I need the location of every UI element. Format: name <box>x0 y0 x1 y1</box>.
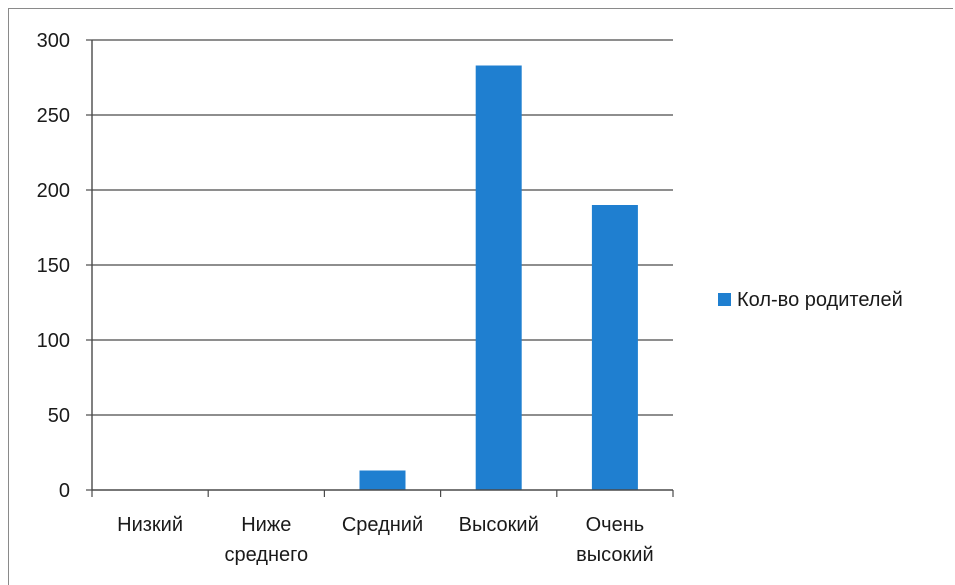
x-tick-label: Высокий <box>459 514 539 536</box>
legend: Кол-во родителей <box>718 289 903 311</box>
y-tick-label: 50 <box>48 405 70 427</box>
y-tick-label: 100 <box>37 330 70 352</box>
x-tick-label: Средний <box>342 514 423 536</box>
bars <box>359 65 638 490</box>
bar <box>591 205 638 490</box>
y-tick-label: 0 <box>59 480 70 502</box>
x-tick-label: Очень <box>586 514 645 536</box>
bar <box>359 470 406 490</box>
x-tick-label: среднего <box>224 544 308 566</box>
x-tick-label: Ниже <box>241 514 291 536</box>
y-tick-label: 300 <box>37 30 70 52</box>
y-tick-label: 150 <box>37 255 70 277</box>
x-tick-label: Низкий <box>117 514 183 536</box>
y-tick-labels: 0 50 100 150 200 250 300 <box>37 30 70 502</box>
legend-label: Кол-во родителей <box>737 289 903 311</box>
axes <box>86 39 674 497</box>
y-tick-label: 250 <box>37 105 70 127</box>
bar <box>475 65 522 490</box>
y-tick-label: 200 <box>37 180 70 202</box>
legend-swatch <box>718 293 731 306</box>
x-tick-label: высокий <box>576 544 653 566</box>
gridlines <box>92 39 673 416</box>
chart-frame <box>8 8 953 585</box>
x-tick-labels: Низкий Ниже среднего Средний Высокий Очень выс… <box>117 514 653 566</box>
